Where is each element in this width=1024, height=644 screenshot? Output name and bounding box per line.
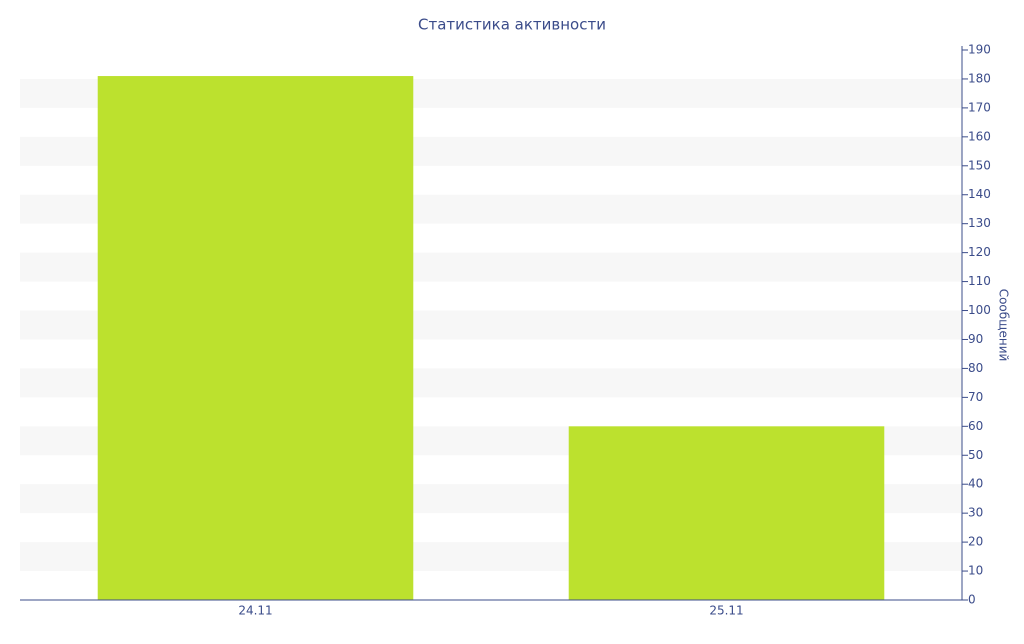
y-axis-label: Сообщений — [997, 289, 1011, 362]
chart-title: Статистика активности — [418, 16, 606, 34]
bar — [568, 426, 885, 600]
y-tick-label: 140 — [968, 187, 991, 201]
y-tick-label: 60 — [968, 419, 983, 433]
y-tick-label: 150 — [968, 158, 991, 172]
y-tick-label: 100 — [968, 303, 991, 317]
y-tick-label: 20 — [968, 535, 983, 549]
y-tick-label: 190 — [968, 43, 991, 57]
y-tick-label: 170 — [968, 100, 991, 114]
x-tick-label: 25.11 — [709, 604, 743, 618]
y-tick-label: 90 — [968, 332, 983, 346]
y-tick-label: 50 — [968, 448, 983, 462]
y-tick-label: 120 — [968, 245, 991, 259]
y-tick-label: 0 — [968, 593, 976, 607]
x-tick-label: 24.11 — [238, 604, 272, 618]
y-tick-label: 30 — [968, 506, 983, 520]
y-tick-label: 160 — [968, 129, 991, 143]
y-tick-label: 80 — [968, 361, 983, 375]
y-tick-label: 130 — [968, 216, 991, 230]
y-tick-label: 10 — [968, 564, 983, 578]
y-tick-label: 40 — [968, 477, 983, 491]
y-tick-label: 180 — [968, 71, 991, 85]
y-tick-label: 110 — [968, 274, 991, 288]
y-tick-label: 70 — [968, 390, 983, 404]
bar — [97, 76, 414, 601]
